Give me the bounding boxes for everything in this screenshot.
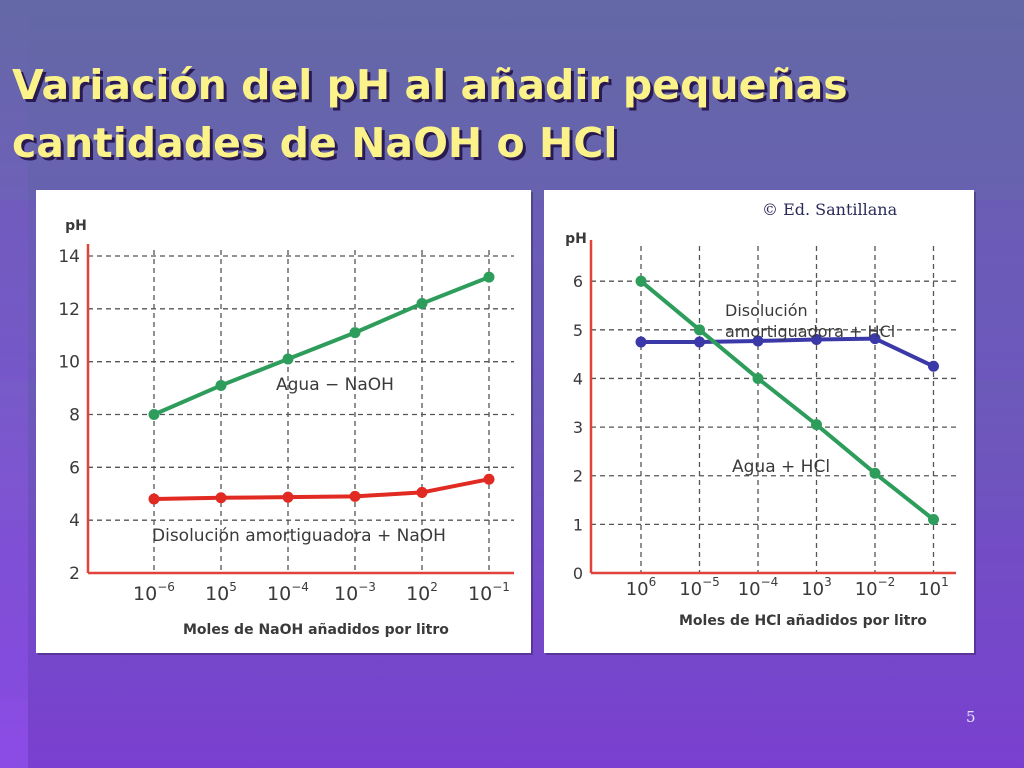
chart-panel-naoh: 2 4 6 8 10 12 14 10−6 105 10−4 10−3 102 10−1 pH Moles … [36,190,531,653]
series-label: Agua − NaOH [276,375,394,395]
data-point [483,473,495,485]
data-point [416,298,428,310]
x-tick-label: 10−6 [133,580,175,605]
y-tick-label: 5 [573,321,583,340]
x-tick-label: 105 [205,580,237,605]
data-point [349,327,361,339]
data-point [215,492,227,504]
copyright-notice: © Ed. Santillana [762,200,898,219]
y-tick-label: 6 [69,458,80,478]
data-point [282,353,294,365]
x-tick-label: 10−4 [738,575,779,600]
series-label: Disolución amortiguadora + NaOH [152,526,446,546]
chart-hcl-grid [591,246,956,574]
y-axis-label: pH [565,231,587,247]
data-point [148,493,160,505]
series-label: amortiguadora + HCl [725,322,895,341]
y-tick-label: 2 [573,467,583,486]
x-tick-label: 10−5 [679,575,720,600]
data-point [752,335,764,347]
data-point [811,419,822,431]
slide-title: Variación del pH al añadir pequeñas cant… [12,56,1002,172]
series-line [639,279,935,522]
y-tick-label: 10 [58,353,80,373]
y-tick-label: 8 [69,406,80,426]
data-point [416,486,428,498]
chart-naoh: 2 4 6 8 10 12 14 10−6 105 10−4 10−3 102 10−1 pH Moles … [58,218,514,638]
slide-number: 5 [966,708,976,726]
y-tick-label: 6 [573,272,583,291]
y-tick-label: 4 [69,511,80,531]
x-tick-label: 103 [801,575,832,600]
y-tick-label: 3 [573,418,583,437]
data-point [635,275,647,287]
data-point [928,360,939,372]
left-decor-stripe [0,0,28,768]
data-point [928,514,939,525]
x-tick-label: 10−3 [334,580,376,605]
x-tick-label: 102 [406,580,438,605]
y-tick-label: 14 [58,247,80,267]
x-axis-label: Moles de NaOH añadidos por litro [183,622,449,638]
series-line [153,275,490,417]
x-tick-label: 10−1 [468,580,510,605]
data-point [869,333,881,345]
chart-panel-hcl: 0 1 2 3 4 5 6 106 10−5 10−4 103 10−2 101 pH Moles de H… [544,190,974,653]
y-tick-label: 4 [573,369,583,388]
data-point [811,334,822,346]
data-point [483,271,495,283]
data-point [635,336,647,348]
data-point [752,372,764,384]
data-point [349,490,361,502]
x-tick-label: 10−2 [855,575,896,600]
x-tick-label: 106 [626,575,657,600]
data-point [694,324,705,336]
data-point [215,379,227,391]
data-point [694,336,705,348]
y-tick-label: 1 [573,515,583,534]
data-point [282,491,294,503]
data-point [148,409,160,420]
series-line [641,336,935,369]
chart-hcl: 0 1 2 3 4 5 6 106 10−5 10−4 103 10−2 101 pH Moles de H… [565,231,956,629]
y-axis-label: pH [65,218,87,234]
slide-title-line-2: cantidades de NaOH o HCl [12,119,618,167]
y-tick-label: 12 [58,300,80,320]
y-tick-label: 0 [573,564,583,583]
slide-title-line-1: Variación del pH al añadir pequeñas [12,61,848,109]
series-label: Agua + HCl [732,457,830,477]
data-point [869,467,881,479]
x-axis-label: Moles de HCl añadidos por litro [679,613,927,629]
x-tick-label: 101 [918,575,949,600]
y-tick-label: 2 [69,564,80,584]
x-tick-label: 10−4 [267,580,309,605]
series-label: Disolución [725,301,808,320]
series-line [153,477,490,502]
